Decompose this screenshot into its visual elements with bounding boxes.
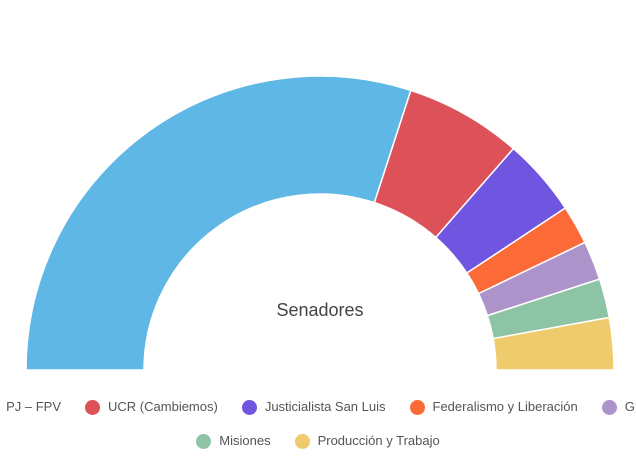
legend-item-justicialista-san-luis[interactable]: Justicialista San Luis — [241, 398, 386, 416]
legend-item-gen[interactable]: GEN — [601, 398, 636, 416]
legend-item-ucr[interactable]: UCR (Cambiemos) — [85, 398, 218, 416]
legend-label-federalismo-y-liberacion: Federalismo y Liberación — [432, 399, 578, 414]
legend-item-federalismo-y-liberacion[interactable]: Federalismo y Liberación — [409, 398, 578, 416]
legend-item-pj-fpv[interactable]: PJ – FPV — [0, 398, 61, 416]
legend-label-justicialista-san-luis: Justicialista San Luis — [264, 399, 386, 414]
legend-marker-federalismo-y-liberacion — [409, 399, 425, 415]
legend-row-1: PJ – FPV UCR (Cambiemos) Justicialista S… — [0, 398, 636, 416]
legend-item-misiones[interactable]: Misiones — [196, 432, 271, 450]
legend-item-produccion-y-trabajo[interactable]: Producción y Trabajo — [294, 432, 440, 450]
slice-produccion-y-trabajo[interactable] — [492, 316, 615, 371]
legend-row-2: Misiones Producción y Trabajo — [196, 432, 440, 450]
legend-marker-ucr — [85, 399, 101, 415]
chart-slices — [25, 75, 615, 371]
legend-marker-gen — [601, 399, 617, 415]
legend-label-produccion-y-trabajo: Producción y Trabajo — [317, 433, 440, 448]
legend-marker-misiones — [196, 433, 212, 449]
legend-marker-produccion-y-trabajo — [294, 433, 310, 449]
chart-legend: PJ – FPV UCR (Cambiemos) Justicialista S… — [0, 398, 636, 450]
slice-pj-fpv[interactable] — [25, 75, 412, 371]
chart-title: Senadores — [276, 300, 363, 320]
legend-label-gen: GEN — [624, 399, 636, 414]
legend-label-ucr: UCR (Cambiemos) — [108, 399, 218, 414]
legend-marker-justicialista-san-luis — [241, 399, 257, 415]
legend-label-pj-fpv: PJ – FPV — [6, 399, 62, 414]
legend-label-misiones: Misiones — [219, 433, 271, 448]
